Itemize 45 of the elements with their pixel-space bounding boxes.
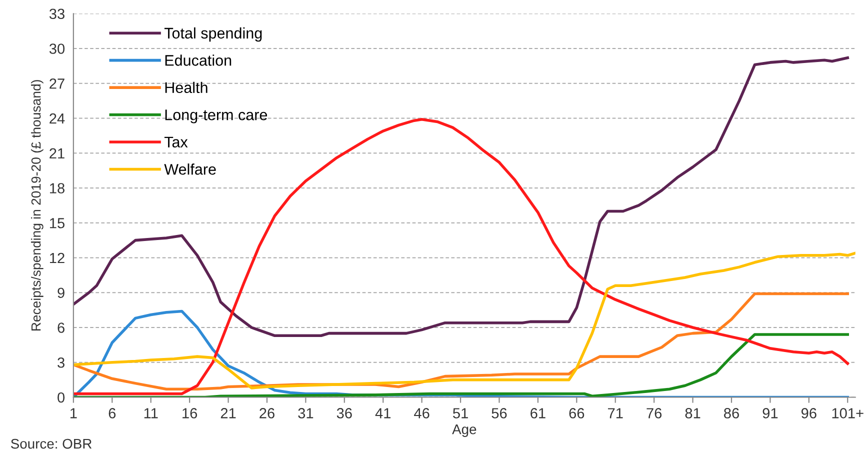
x-tick-label: 21 xyxy=(220,408,236,418)
x-tick-label: 46 xyxy=(414,408,430,418)
x-tick-label: 91 xyxy=(762,408,778,418)
line-series xyxy=(73,333,850,398)
x-tick-label: 26 xyxy=(260,408,274,418)
x-tick-label: 1 xyxy=(70,408,77,418)
x-axis-title: Age xyxy=(452,424,476,437)
x-tick-label: 6 xyxy=(108,408,116,418)
y-tick-label: 3 xyxy=(58,357,64,368)
x-tick-label: 56 xyxy=(492,408,507,418)
y-tick-label: 18 xyxy=(50,183,64,194)
legend-label: Education xyxy=(165,54,232,66)
y-tick-label: 6 xyxy=(58,322,64,333)
line-series xyxy=(73,56,850,338)
x-tick-label: 96 xyxy=(801,408,816,418)
y-tick-label: 21 xyxy=(50,148,64,158)
legend-label: Tax xyxy=(164,136,188,148)
x-tick-label: 76 xyxy=(646,408,662,418)
y-axis-title: Receipts/spending in 2019-20 (£ thousand) xyxy=(31,80,44,331)
x-tick-label: 51 xyxy=(453,408,468,418)
y-tick-label: 30 xyxy=(49,44,65,54)
x-tick-label: 86 xyxy=(724,408,739,418)
legend-label: Total spending xyxy=(164,27,262,42)
x-tick-label: 36 xyxy=(336,408,352,418)
x-tick-label: 31 xyxy=(298,408,314,418)
source-note: Source: OBR xyxy=(11,438,92,449)
y-tick-label: 27 xyxy=(50,78,64,89)
legend-label: Long-term care xyxy=(165,110,268,124)
x-tick-label: 61 xyxy=(530,408,546,418)
x-tick-label: 41 xyxy=(375,408,391,418)
y-tick-label: 9 xyxy=(58,288,64,298)
y-tick-label: 12 xyxy=(50,252,64,264)
y-tick-label: 0 xyxy=(58,392,65,403)
y-tick-label: 24 xyxy=(50,113,65,124)
legend-label: Health xyxy=(165,82,208,94)
x-tick-label: 71 xyxy=(608,408,623,418)
y-tick-label: 33 xyxy=(49,8,64,20)
x-tick-label: 16 xyxy=(182,408,198,418)
x-tick-label: 11 xyxy=(144,408,158,418)
x-tick-label: 81 xyxy=(685,408,700,418)
y-tick-label: 15 xyxy=(50,218,64,228)
x-tick-label: 101+ xyxy=(832,408,864,418)
line-series xyxy=(73,252,856,390)
x-tick-label: 66 xyxy=(569,408,584,418)
legend-label: Welfare xyxy=(164,164,216,175)
